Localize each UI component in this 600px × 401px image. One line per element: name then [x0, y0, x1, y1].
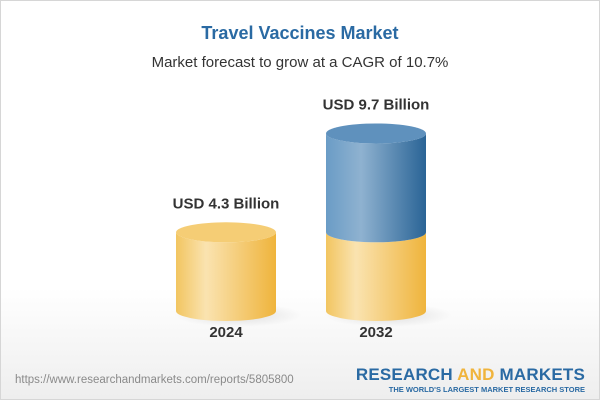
category-label: 2024 — [209, 324, 243, 341]
chart-title: Travel Vaccines Market — [201, 23, 399, 43]
cylinder-top — [176, 222, 276, 243]
cylinder-base-segment — [176, 232, 276, 321]
data-label: USD 9.7 Billion — [323, 96, 430, 113]
data-label: USD 4.3 Billion — [173, 195, 280, 212]
source-url[interactable]: https://www.researchandmarkets.com/repor… — [15, 374, 294, 386]
cylinder-growth-segment — [326, 133, 426, 243]
research-and-markets-logo: RESEARCH AND MARKETS THE WORLD'S LARGEST… — [356, 366, 585, 395]
logo-tagline: THE WORLD'S LARGEST MARKET RESEARCH STOR… — [388, 385, 585, 394]
logo-text-markets: MARKETS — [494, 365, 585, 384]
chart-subtitle: Market forecast to grow at a CAGR of 10.… — [151, 54, 449, 71]
logo-text: RESEARCH — [355, 365, 458, 384]
category-label: 2032 — [359, 324, 392, 341]
cylinder-top — [326, 123, 426, 144]
cylinder-base-segment — [326, 232, 426, 321]
logo-text-and: AND — [457, 365, 495, 384]
